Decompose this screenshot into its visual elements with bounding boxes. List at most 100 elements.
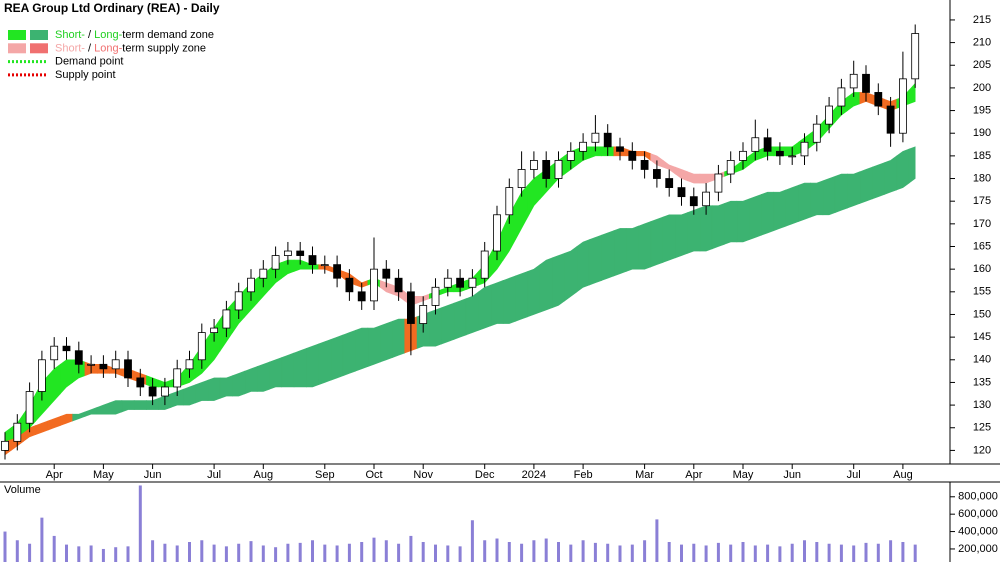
zone-band bbox=[293, 348, 307, 388]
zone-band bbox=[871, 162, 885, 200]
volume-bar bbox=[839, 544, 843, 562]
legend-swatch bbox=[8, 43, 26, 54]
y-tick-label: 600,000 bbox=[958, 508, 998, 520]
candle-body bbox=[148, 386, 157, 397]
candle-body bbox=[530, 160, 538, 170]
zone-band bbox=[773, 189, 787, 232]
zone-band bbox=[232, 370, 246, 397]
x-tick-label: Aug bbox=[254, 469, 274, 481]
volume-bar bbox=[606, 543, 610, 562]
zone-band bbox=[564, 245, 578, 302]
candle-body bbox=[431, 286, 440, 306]
volume-bar bbox=[249, 541, 253, 562]
legend-text: Short- bbox=[55, 29, 85, 41]
candle-body bbox=[493, 214, 501, 252]
candle-body bbox=[185, 359, 194, 370]
zone-band bbox=[60, 359, 73, 395]
zone-band bbox=[539, 257, 553, 313]
zone-band bbox=[60, 413, 73, 426]
candle-body bbox=[283, 250, 292, 256]
candle-body bbox=[87, 363, 95, 366]
x-tick-label: Jun bbox=[144, 469, 162, 481]
zone-band bbox=[552, 252, 565, 309]
volume-bar bbox=[827, 543, 831, 562]
candle-body bbox=[653, 169, 661, 179]
volume-bar bbox=[409, 535, 413, 562]
candle-body bbox=[739, 150, 747, 161]
volume-bar bbox=[114, 547, 118, 562]
volume-bar bbox=[77, 546, 81, 562]
candle-body bbox=[406, 291, 415, 324]
volume-bar bbox=[876, 543, 880, 562]
candle-body bbox=[751, 137, 760, 152]
volume-bar bbox=[151, 540, 155, 562]
zone-band bbox=[785, 184, 799, 227]
candle-body bbox=[702, 191, 710, 207]
candle-body bbox=[394, 277, 403, 293]
x-tick-label: Aug bbox=[893, 469, 913, 481]
candle-body bbox=[468, 277, 477, 288]
legend-text: Supply point bbox=[55, 69, 116, 81]
x-tick-label: Apr bbox=[685, 469, 702, 481]
zone-band bbox=[711, 203, 725, 250]
volume-bar bbox=[397, 543, 401, 562]
candle-body bbox=[222, 309, 231, 329]
zone-band bbox=[441, 302, 455, 345]
candle-body bbox=[591, 132, 600, 143]
volume-bar bbox=[458, 546, 462, 562]
volume-bar bbox=[224, 546, 228, 562]
candle-body bbox=[714, 173, 723, 193]
candle-body bbox=[825, 105, 833, 125]
volume-bar bbox=[298, 542, 302, 562]
zone-band bbox=[96, 402, 110, 415]
candle-body bbox=[849, 73, 858, 89]
volume-bar bbox=[65, 544, 68, 562]
zone-band bbox=[330, 334, 344, 381]
volume-bar bbox=[446, 545, 450, 562]
zone-band bbox=[650, 216, 664, 268]
zone-band bbox=[798, 182, 811, 223]
zone-band bbox=[625, 225, 639, 272]
volume-bar bbox=[101, 548, 105, 562]
legend-text: Demand point bbox=[55, 56, 124, 68]
zone-band bbox=[392, 318, 406, 358]
zone-band bbox=[219, 375, 233, 399]
legend-swatch bbox=[8, 30, 26, 40]
candle-body bbox=[259, 268, 268, 279]
volume-bar bbox=[704, 545, 708, 562]
zone-band bbox=[4, 427, 12, 442]
candle-body bbox=[616, 146, 624, 152]
legend-text: term supply zone bbox=[122, 42, 206, 54]
volume-bar bbox=[261, 545, 265, 562]
volume-bar bbox=[778, 546, 782, 562]
candle-body bbox=[886, 105, 895, 134]
candle-body bbox=[308, 255, 317, 266]
zone-band bbox=[527, 264, 541, 318]
zone-band bbox=[662, 214, 676, 263]
candle-body bbox=[800, 141, 809, 157]
volume-bar bbox=[483, 540, 487, 562]
zone-band bbox=[207, 377, 221, 401]
chart-title: REA Group Ltd Ordinary (REA) - Daily bbox=[4, 1, 220, 15]
volume-bar bbox=[3, 531, 7, 562]
volume-bar bbox=[434, 544, 437, 562]
zone-band bbox=[478, 284, 492, 331]
candle-body bbox=[443, 277, 452, 288]
volume-bar bbox=[667, 542, 671, 562]
volume-bar bbox=[889, 540, 893, 562]
legend-swatch bbox=[30, 43, 48, 54]
y-tick-label: 150 bbox=[973, 308, 991, 320]
volume-bar bbox=[40, 517, 44, 562]
y-tick-label: 145 bbox=[973, 331, 991, 343]
zone-band bbox=[367, 325, 381, 368]
candle-body bbox=[874, 92, 883, 107]
volume-bar bbox=[384, 540, 388, 562]
candle-body bbox=[911, 33, 920, 80]
volume-bar bbox=[347, 543, 351, 562]
candle-body bbox=[517, 169, 526, 188]
volume-bar bbox=[212, 544, 216, 562]
candle-body bbox=[542, 160, 551, 179]
candle-body bbox=[296, 250, 305, 256]
candle-body bbox=[370, 268, 378, 302]
zone-band bbox=[490, 280, 504, 327]
